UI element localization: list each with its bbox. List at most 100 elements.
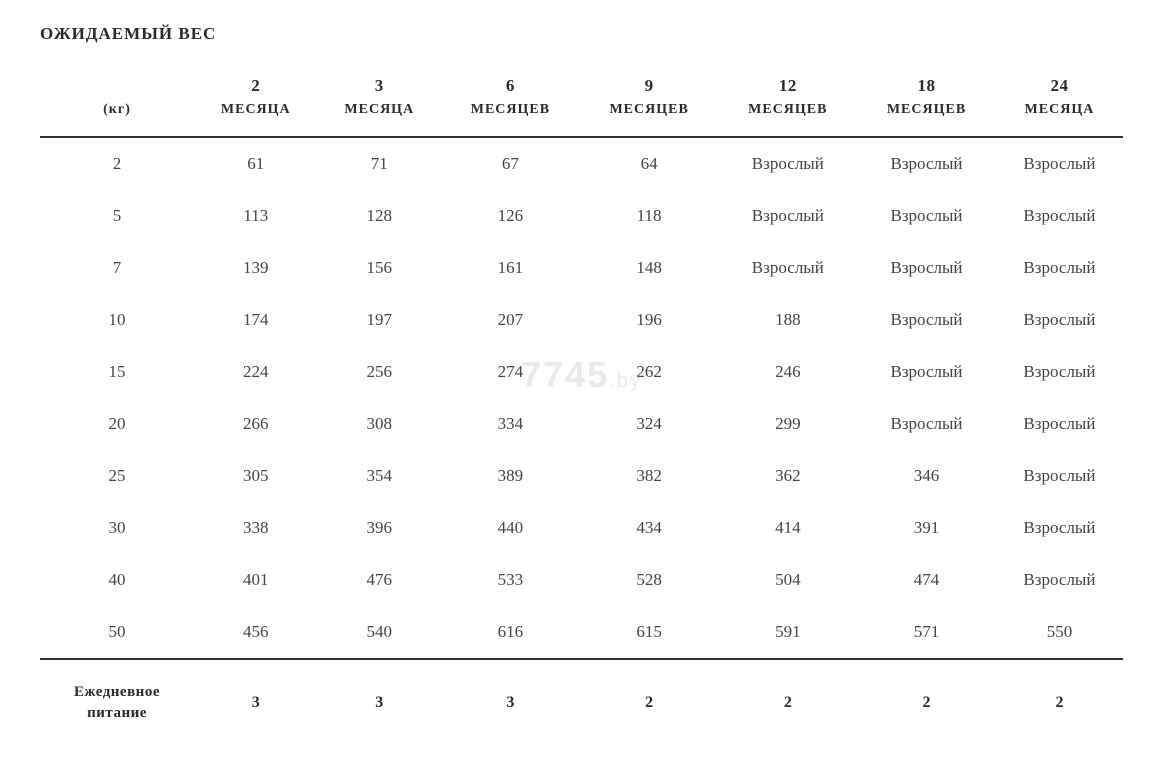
value-cell: 346	[857, 450, 996, 502]
period-num: 3	[322, 76, 438, 96]
period-num: 9	[584, 76, 715, 96]
period-num: 6	[445, 76, 576, 96]
table-row: 40401476533528504474Взрослый	[40, 554, 1123, 606]
value-cell: 266	[194, 398, 318, 450]
value-cell: 126	[441, 190, 580, 242]
weight-cell: 5	[40, 190, 194, 242]
col-header-1: 3 МЕСЯЦА	[318, 68, 442, 137]
footer-value: 2	[857, 659, 996, 746]
value-cell: 139	[194, 242, 318, 294]
table-row: 261716764ВзрослыйВзрослыйВзрослый	[40, 137, 1123, 190]
value-cell: 156	[318, 242, 442, 294]
value-cell: 550	[996, 606, 1123, 659]
value-cell: Взрослый	[718, 242, 857, 294]
value-cell: Взрослый	[857, 398, 996, 450]
value-cell: 148	[580, 242, 719, 294]
kg-header: (кг)	[40, 68, 194, 137]
weight-cell: 7	[40, 242, 194, 294]
table-row: 30338396440434414391Взрослый	[40, 502, 1123, 554]
col-header-0: 2 МЕСЯЦА	[194, 68, 318, 137]
value-cell: 382	[580, 450, 719, 502]
period-label: МЕСЯЦЕВ	[861, 102, 992, 118]
value-cell: 197	[318, 294, 442, 346]
footer-value: 3	[194, 659, 318, 746]
value-cell: Взрослый	[996, 398, 1123, 450]
table-row: 15224256274262246ВзрослыйВзрослый	[40, 346, 1123, 398]
value-cell: 174	[194, 294, 318, 346]
period-num: 2	[198, 76, 314, 96]
table-header: (кг) 2 МЕСЯЦА 3 МЕСЯЦА 6 МЕСЯЦЕВ 9 МЕСЯЦ…	[40, 68, 1123, 137]
value-cell: 396	[318, 502, 442, 554]
value-cell: 362	[718, 450, 857, 502]
page-title: ОЖИДАЕМЫЙ ВЕС	[40, 24, 1123, 44]
period-label: МЕСЯЦА	[198, 102, 314, 118]
value-cell: 354	[318, 450, 442, 502]
value-cell: 113	[194, 190, 318, 242]
footer-value: 2	[996, 659, 1123, 746]
footer-label: Ежедневноепитание	[40, 659, 194, 746]
weight-cell: 25	[40, 450, 194, 502]
value-cell: 389	[441, 450, 580, 502]
table-row: 50456540616615591571550	[40, 606, 1123, 659]
period-label: МЕСЯЦЕВ	[445, 102, 576, 118]
period-num: 24	[1000, 76, 1119, 96]
value-cell: 528	[580, 554, 719, 606]
value-cell: 504	[718, 554, 857, 606]
value-cell: 262	[580, 346, 719, 398]
col-header-4: 12 МЕСЯЦЕВ	[718, 68, 857, 137]
value-cell: 476	[318, 554, 442, 606]
value-cell: Взрослый	[996, 502, 1123, 554]
table-row: 25305354389382362346Взрослый	[40, 450, 1123, 502]
col-header-2: 6 МЕСЯЦЕВ	[441, 68, 580, 137]
value-cell: Взрослый	[996, 137, 1123, 190]
footer-value: 2	[718, 659, 857, 746]
value-cell: 161	[441, 242, 580, 294]
value-cell: 64	[580, 137, 719, 190]
table-row: 7139156161148ВзрослыйВзрослыйВзрослый	[40, 242, 1123, 294]
value-cell: 118	[580, 190, 719, 242]
footer-row: Ежедневноепитание3332222	[40, 659, 1123, 746]
weight-cell: 10	[40, 294, 194, 346]
table-row: 10174197207196188ВзрослыйВзрослый	[40, 294, 1123, 346]
value-cell: Взрослый	[996, 346, 1123, 398]
period-label: МЕСЯЦА	[322, 102, 438, 118]
footer-value: 3	[441, 659, 580, 746]
period-label: МЕСЯЦЕВ	[584, 102, 715, 118]
value-cell: Взрослый	[857, 190, 996, 242]
value-cell: 256	[318, 346, 442, 398]
value-cell: 128	[318, 190, 442, 242]
value-cell: 571	[857, 606, 996, 659]
value-cell: Взрослый	[996, 242, 1123, 294]
period-num: 18	[861, 76, 992, 96]
value-cell: Взрослый	[718, 190, 857, 242]
table-body: 261716764ВзрослыйВзрослыйВзрослый5113128…	[40, 137, 1123, 746]
value-cell: 246	[718, 346, 857, 398]
period-num: 12	[722, 76, 853, 96]
weight-cell: 2	[40, 137, 194, 190]
weight-cell: 15	[40, 346, 194, 398]
value-cell: Взрослый	[857, 294, 996, 346]
value-cell: 299	[718, 398, 857, 450]
col-header-6: 24 МЕСЯЦА	[996, 68, 1123, 137]
weight-cell: 30	[40, 502, 194, 554]
page-container: 7745.by ОЖИДАЕМЫЙ ВЕС (кг) 2 МЕСЯЦА 3 МЕ…	[40, 24, 1123, 746]
footer-value: 3	[318, 659, 442, 746]
value-cell: 474	[857, 554, 996, 606]
table-row: 20266308334324299ВзрослыйВзрослый	[40, 398, 1123, 450]
footer-label-line1: Ежедневное	[44, 682, 190, 703]
value-cell: 334	[441, 398, 580, 450]
value-cell: Взрослый	[718, 137, 857, 190]
value-cell: 456	[194, 606, 318, 659]
value-cell: Взрослый	[857, 242, 996, 294]
footer-value: 2	[580, 659, 719, 746]
value-cell: 324	[580, 398, 719, 450]
value-cell: 533	[441, 554, 580, 606]
value-cell: Взрослый	[857, 346, 996, 398]
value-cell: 616	[441, 606, 580, 659]
value-cell: 401	[194, 554, 318, 606]
col-header-5: 18 МЕСЯЦЕВ	[857, 68, 996, 137]
value-cell: 338	[194, 502, 318, 554]
value-cell: 71	[318, 137, 442, 190]
feeding-table: (кг) 2 МЕСЯЦА 3 МЕСЯЦА 6 МЕСЯЦЕВ 9 МЕСЯЦ…	[40, 68, 1123, 746]
period-label: МЕСЯЦА	[1000, 102, 1119, 118]
